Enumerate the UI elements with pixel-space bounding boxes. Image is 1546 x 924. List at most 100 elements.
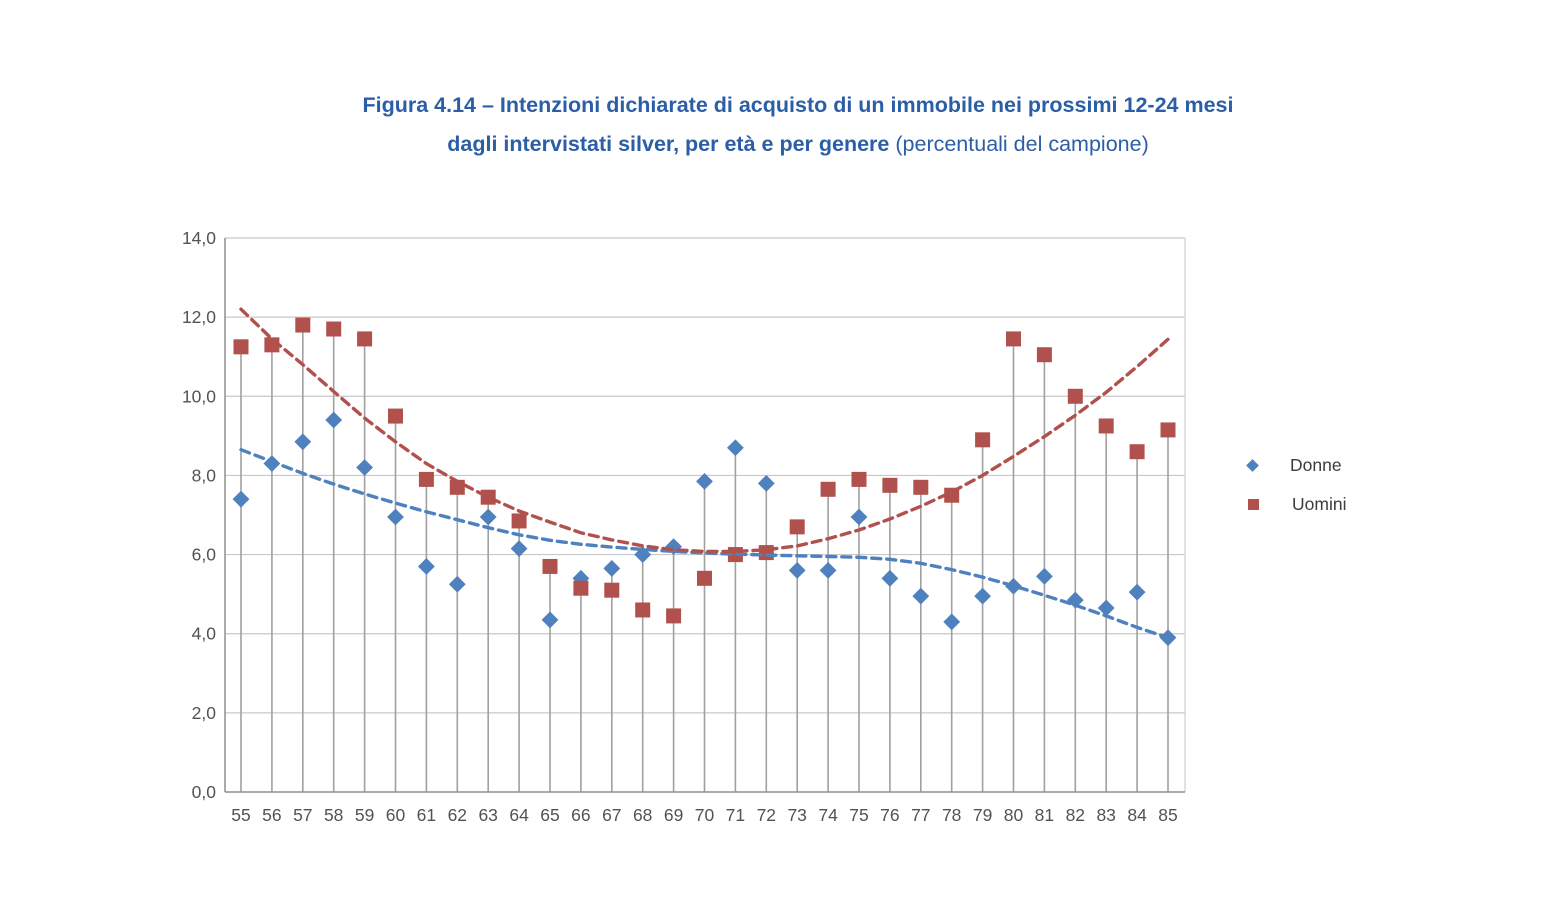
y-tick-label: 8,0 [192, 465, 217, 485]
donne-point [1128, 583, 1146, 601]
donne-trend-path [239, 448, 1170, 640]
donne-point [418, 558, 435, 575]
x-tick-label: 65 [540, 805, 559, 825]
uomini-series [233, 317, 1176, 624]
x-tick-label: 66 [571, 805, 590, 825]
uomini-point [357, 331, 373, 347]
x-tick-label: 70 [695, 805, 715, 825]
donne-point [696, 472, 713, 490]
x-tick-label: 57 [293, 805, 312, 825]
donne-point [974, 587, 991, 605]
donne-diamond-icon [1246, 459, 1259, 472]
x-tick-label: 55 [231, 805, 250, 825]
uomini-point [697, 570, 712, 586]
uomini-point [1098, 418, 1114, 434]
y-tick-label: 2,0 [192, 703, 217, 723]
uomini-point [789, 519, 805, 535]
y-tick-label: 6,0 [192, 545, 217, 565]
uomini-point [882, 477, 898, 493]
uomini-point [635, 602, 651, 618]
donne-point [912, 587, 930, 605]
legend-item-uomini: Uomini [1238, 485, 1346, 524]
x-tick-label: 83 [1096, 805, 1115, 825]
legend-label-uomini: Uomini [1292, 494, 1347, 514]
y-tick-label: 10,0 [182, 386, 216, 406]
x-tick-label: 64 [509, 805, 529, 825]
x-tick-label: 56 [262, 805, 281, 825]
axes [224, 238, 1185, 793]
donne-point [294, 433, 312, 451]
donne-point [788, 562, 806, 579]
x-tick-label: 60 [386, 805, 406, 825]
figure-title-line2-normal: (percentuali del campione) [889, 132, 1149, 156]
uomini-trend-path [239, 307, 1170, 554]
donne-point [356, 459, 373, 476]
uomini-point [542, 558, 558, 574]
x-tick-label: 71 [726, 805, 745, 825]
uomini-point [233, 339, 249, 355]
uomini-square-icon [1248, 499, 1259, 510]
drop-lines [240, 325, 1169, 792]
x-tick-label: 80 [1004, 805, 1024, 825]
y-tick-label: 4,0 [192, 624, 217, 644]
x-tick-label: 76 [880, 805, 899, 825]
x-tick-label: 62 [448, 805, 467, 825]
y-tick-label: 14,0 [182, 228, 216, 248]
donne-point [387, 508, 404, 526]
uomini-point [666, 608, 682, 624]
donne-point [448, 575, 466, 593]
x-tick-label: 75 [849, 805, 868, 825]
uomini-point [913, 479, 929, 495]
y-tick-label: 12,0 [182, 307, 216, 327]
uomini-point [326, 321, 342, 337]
figure-title-line1: Figura 4.14 – Intenzioni dichiarate di a… [50, 86, 1546, 125]
donne-point [727, 439, 744, 457]
donne-point [881, 569, 899, 587]
uomini-trendline [239, 307, 1170, 554]
figure-title: Figura 4.14 – Intenzioni dichiarate di a… [0, 86, 1546, 164]
donne-point [1036, 567, 1053, 585]
figure-title-line2: dagli intervistati silver, per età e per… [50, 125, 1546, 164]
uomini-point [418, 471, 434, 487]
uomini-point [604, 582, 620, 598]
legend-label-donne: Donne [1290, 455, 1342, 475]
x-tick-label: 58 [324, 805, 343, 825]
uomini-point [820, 481, 836, 497]
x-tick-label: 61 [417, 805, 436, 825]
donne-point [510, 540, 528, 558]
legend-item-donne: Donne [1238, 446, 1346, 485]
donne-point [1097, 599, 1115, 617]
donne-point [541, 611, 559, 629]
x-tick-label: 69 [664, 805, 683, 825]
y-tick-label: 0,0 [192, 782, 217, 802]
uomini-point [295, 317, 311, 333]
uomini-point [1129, 444, 1145, 460]
donne-point [325, 411, 343, 429]
figure-title-line1-text: Figura 4.14 – Intenzioni dichiarate di a… [362, 93, 1234, 117]
x-tick-label: 63 [478, 805, 497, 825]
donne-point [603, 560, 621, 577]
donne-point [943, 613, 961, 631]
donne-trendline [239, 448, 1170, 640]
x-tick-label: 67 [602, 805, 621, 825]
x-tick-label: 85 [1158, 805, 1177, 825]
uomini-point [480, 489, 496, 505]
donne-point [819, 562, 837, 579]
donne-point [757, 474, 775, 492]
x-tick-label: 81 [1035, 805, 1054, 825]
x-tick-label: 79 [973, 805, 992, 825]
figure-title-line2-bold: dagli intervistati silver, per età e per… [447, 132, 890, 156]
x-tick-label: 78 [942, 805, 961, 825]
uomini-point [975, 432, 991, 448]
x-tick-label: 74 [818, 805, 838, 825]
uomini-point [573, 580, 589, 596]
x-tick-label: 68 [633, 805, 652, 825]
x-tick-label: 84 [1127, 805, 1147, 825]
donne-point [232, 490, 250, 508]
y-axis-labels: 0,0 2,0 4,0 6,0 8,0 10,0 12,0 14,0 [182, 228, 216, 802]
x-tick-label: 77 [911, 805, 930, 825]
uomini-point [758, 545, 774, 561]
uomini-point [1067, 388, 1083, 404]
donne-point [263, 455, 281, 472]
